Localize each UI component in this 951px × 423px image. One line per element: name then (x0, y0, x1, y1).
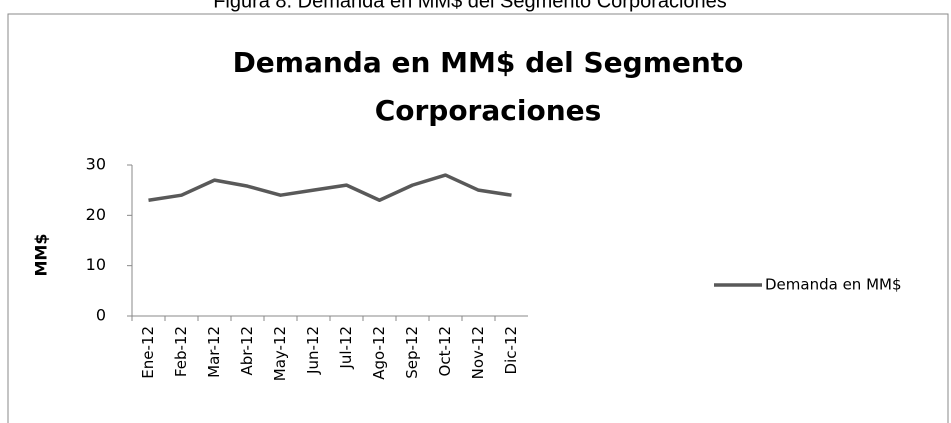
x-tick-label: Jun-12 (304, 326, 322, 375)
y-tick-label: 10 (86, 255, 106, 274)
y-axis-label: MM$ (32, 234, 51, 277)
x-tick-label: Ene-12 (139, 326, 157, 379)
x-tick-label: Nov-12 (469, 326, 487, 379)
caption: Figura 8. Demanda en MM$ del Segmento Co… (213, 0, 727, 12)
x-tick-label: Sep-12 (403, 326, 421, 379)
y-tick-label: 30 (86, 155, 106, 174)
chart-border (7, 13, 949, 423)
x-tick-label: Dic-12 (502, 326, 520, 374)
x-tick-label: Jul-12 (337, 326, 355, 370)
legend-label: Demanda en MM$ (765, 276, 902, 294)
x-tick-label: Ago-12 (370, 326, 388, 380)
line (148, 173, 512, 202)
x-tick-label: Abr-12 (238, 326, 256, 376)
chart-title: Corporaciones (375, 94, 602, 127)
x-tick-label: Oct-12 (436, 326, 454, 376)
x-tick-label: Feb-12 (172, 326, 190, 377)
y-tick-label: 20 (86, 205, 106, 224)
chart-title: Demanda en MM$ del Segmento (233, 46, 744, 79)
y-tick-label: 0 (96, 306, 106, 325)
x-tick-label: May-12 (271, 326, 289, 381)
x-tick-label: Mar-12 (205, 326, 223, 378)
